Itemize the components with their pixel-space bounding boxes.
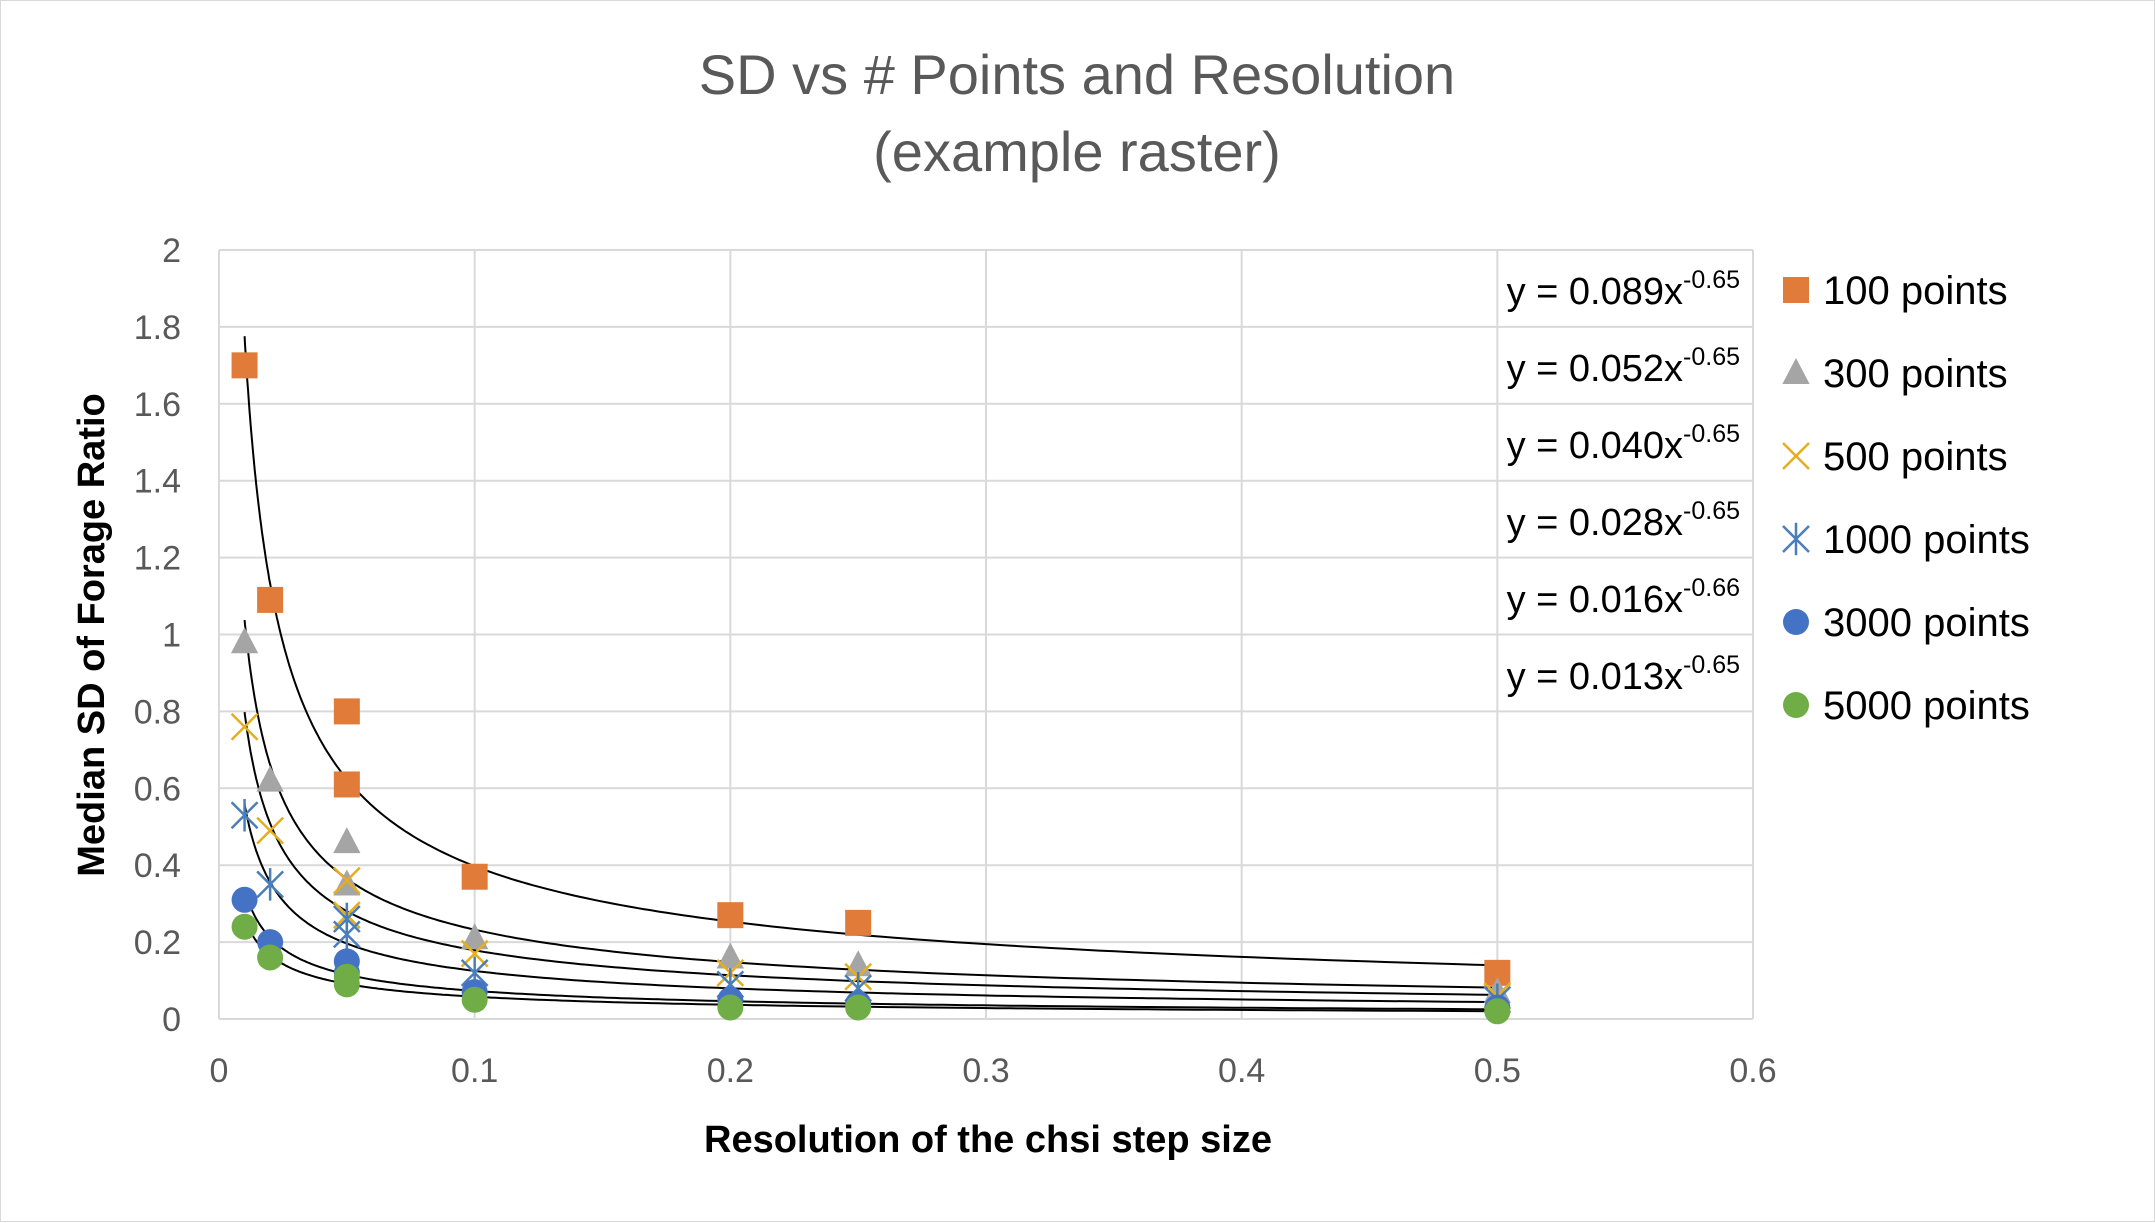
legend-marker-500-points bbox=[1782, 442, 1810, 470]
legend: 100 points 300 points 500 points 1000 point… bbox=[1782, 269, 2030, 728]
equation-layer: y = 0.089x-0.65 y = 0.052x-0.65 y = 0.040x… bbox=[1507, 266, 1740, 698]
marker-5000-points bbox=[717, 994, 744, 1021]
legend-label: 100 points bbox=[1823, 269, 2008, 313]
legend-label: 1000 points bbox=[1823, 518, 2030, 562]
y-tick-label: 0.8 bbox=[134, 693, 181, 731]
axis-layer: 0 0.2 0.4 0.6 0.8 1 1.2 1.4 1.6 1.8 2 0 0.1 0.2 0.3 0.4… bbox=[134, 232, 1777, 1090]
y-tick-label: 1 bbox=[162, 617, 181, 655]
legend-item-5000-points: 5000 points bbox=[1783, 684, 2030, 728]
legend-label: 500 points bbox=[1823, 435, 2008, 479]
marker-300-points bbox=[461, 923, 489, 950]
y-tick-label: 0.4 bbox=[134, 847, 181, 885]
marker-500-points bbox=[332, 866, 361, 895]
y-tick-label: 0.2 bbox=[134, 924, 181, 962]
marker-5000-points bbox=[461, 986, 488, 1013]
legend-marker-3000-points bbox=[1783, 609, 1809, 635]
legend-label: 300 points bbox=[1823, 352, 2008, 396]
legend-marker-300-points bbox=[1782, 358, 1810, 385]
marker-100-points bbox=[717, 902, 744, 929]
chart-title-line-2: (example raster) bbox=[873, 120, 1281, 183]
marker-100-points bbox=[461, 863, 488, 890]
marker-500-points bbox=[256, 816, 285, 845]
marker-100-points bbox=[333, 698, 360, 725]
legend-marker-100-points bbox=[1783, 277, 1809, 303]
marker-300-points bbox=[716, 942, 744, 969]
trendline-equation-500-points: y = 0.040x-0.65 bbox=[1507, 420, 1740, 467]
chart-title-line-1: SD vs # Points and Resolution bbox=[699, 43, 1455, 106]
trendline-equation-5000-points: y = 0.013x-0.65 bbox=[1507, 651, 1740, 698]
legend-marker-5000-points bbox=[1783, 692, 1809, 718]
marker-100-points bbox=[231, 352, 258, 379]
marker-300-points bbox=[333, 827, 361, 854]
trendline-equation-300-points: y = 0.052x-0.65 bbox=[1507, 343, 1740, 390]
legend-item-100-points: 100 points bbox=[1783, 269, 2008, 313]
marker-300-points bbox=[230, 627, 259, 654]
trendline-equation-100-points: y = 0.089x-0.65 bbox=[1507, 266, 1740, 313]
y-tick-label: 1.4 bbox=[134, 463, 181, 501]
x-axis-title: Resolution of the chsi step size bbox=[704, 1119, 1272, 1161]
marker-3000-points bbox=[231, 886, 258, 913]
x-tick-label: 0.1 bbox=[451, 1052, 498, 1090]
marker-1000-points bbox=[332, 918, 361, 951]
trendline-100-points bbox=[243, 336, 1498, 967]
trendline-500-points bbox=[243, 711, 1498, 996]
marker-1000-points bbox=[256, 868, 285, 901]
trendline-layer bbox=[243, 336, 1498, 1013]
marker-300-points bbox=[256, 765, 284, 792]
x-tick-label: 0.4 bbox=[1218, 1052, 1265, 1090]
marker-500-points bbox=[230, 712, 259, 741]
legend-item-300-points: 300 points bbox=[1782, 352, 2008, 396]
marker-5000-points bbox=[257, 944, 284, 971]
marker-100-points bbox=[845, 909, 872, 936]
legend-label: 5000 points bbox=[1823, 684, 2030, 728]
x-tick-label: 0.3 bbox=[962, 1052, 1009, 1090]
x-tick-label: 0 bbox=[210, 1052, 229, 1090]
marker-500-points bbox=[460, 939, 489, 968]
y-tick-label: 0.6 bbox=[134, 770, 181, 808]
y-axis-title: Median SD of Forage Ratio bbox=[71, 393, 113, 876]
marker-layer bbox=[230, 352, 1512, 1025]
legend-marker-1000-points bbox=[1782, 522, 1810, 556]
y-tick-label: 1.8 bbox=[134, 309, 181, 347]
marker-5000-points bbox=[333, 971, 360, 998]
trendline-300-points bbox=[243, 620, 1498, 989]
y-tick-label: 0 bbox=[162, 1001, 181, 1039]
marker-100-points bbox=[257, 586, 284, 613]
marker-5000-points bbox=[1484, 998, 1511, 1025]
y-tick-label: 2 bbox=[162, 232, 181, 270]
marker-5000-points bbox=[845, 994, 872, 1021]
x-tick-label: 0.6 bbox=[1729, 1052, 1776, 1090]
marker-1000-points bbox=[230, 798, 259, 832]
x-tick-label: 0.5 bbox=[1474, 1052, 1521, 1090]
y-tick-label: 1.2 bbox=[134, 540, 181, 578]
y-tick-label: 1.6 bbox=[134, 386, 181, 424]
marker-5000-points bbox=[231, 913, 258, 940]
x-tick-label: 0.2 bbox=[707, 1052, 754, 1090]
marker-100-points bbox=[333, 771, 360, 798]
legend-label: 3000 points bbox=[1823, 601, 2030, 645]
grid-layer bbox=[218, 249, 1754, 1020]
legend-item-1000-points: 1000 points bbox=[1782, 518, 2030, 562]
trendline-equation-3000-points: y = 0.016x-0.66 bbox=[1507, 574, 1740, 621]
legend-item-3000-points: 3000 points bbox=[1783, 601, 2030, 645]
trendline-equation-1000-points: y = 0.028x-0.65 bbox=[1507, 497, 1740, 544]
legend-item-500-points: 500 points bbox=[1782, 435, 2008, 479]
trendline-1000-points bbox=[243, 804, 1498, 1004]
